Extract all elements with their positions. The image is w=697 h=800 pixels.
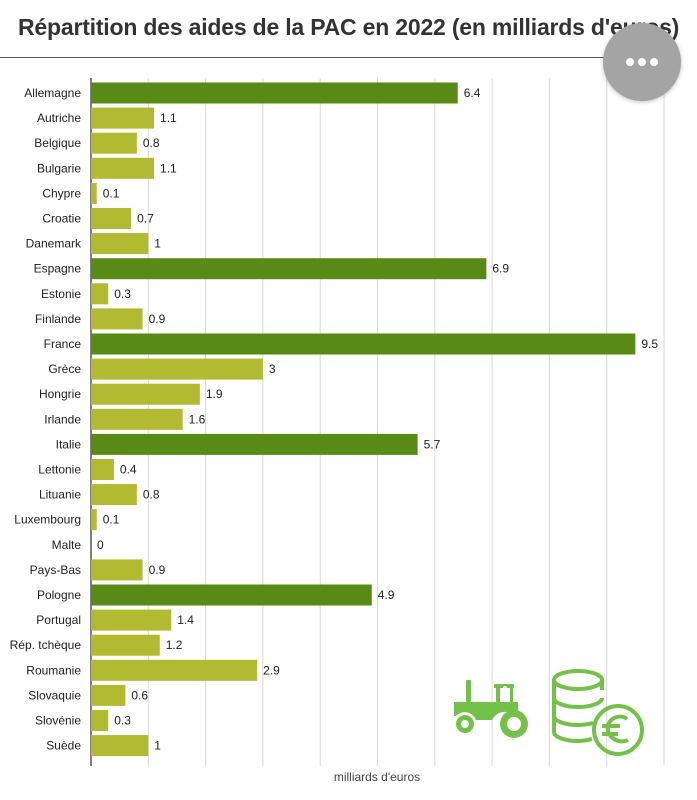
- chart-title: Répartition des aides de la PAC en 2022 …: [18, 14, 680, 40]
- value-label: 1.1: [160, 161, 177, 175]
- category-label: Bulgarie: [37, 161, 81, 175]
- value-label: 1: [154, 237, 161, 251]
- category-label: Pologne: [37, 588, 81, 602]
- value-label: 0.1: [103, 186, 120, 200]
- bar[interactable]: [91, 258, 487, 280]
- value-label: 5.7: [424, 437, 441, 451]
- category-label: Portugal: [36, 613, 81, 627]
- value-label: 6.4: [464, 86, 481, 100]
- bar[interactable]: [91, 735, 149, 757]
- value-label: 0.8: [143, 136, 160, 150]
- bar[interactable]: [91, 684, 126, 706]
- x-axis-title: milliards d'euros: [334, 770, 420, 784]
- category-label: Irlande: [44, 412, 81, 426]
- value-label: 4.9: [378, 588, 395, 602]
- value-label: 1: [154, 739, 161, 753]
- category-label: Estonie: [41, 287, 81, 301]
- bar[interactable]: [91, 484, 137, 506]
- category-label: Lettonie: [38, 463, 81, 477]
- category-label: Grèce: [48, 362, 81, 376]
- category-label: Roumanie: [26, 663, 81, 677]
- bar[interactable]: [91, 208, 132, 229]
- more-options-icon: [626, 58, 658, 66]
- bar[interactable]: [91, 233, 149, 255]
- value-label: 0.1: [103, 513, 120, 527]
- bar[interactable]: [91, 333, 636, 355]
- category-label: Luxembourg: [14, 513, 81, 527]
- bar[interactable]: [91, 459, 114, 480]
- category-label: Belgique: [34, 136, 81, 150]
- bar[interactable]: [91, 659, 258, 681]
- bar[interactable]: [91, 408, 183, 430]
- tractor-icon: [454, 680, 528, 738]
- category-label: Allemagne: [24, 86, 81, 100]
- value-label: 0.9: [149, 563, 166, 577]
- bar[interactable]: [91, 283, 109, 305]
- category-label: France: [44, 337, 82, 351]
- value-label: 3: [269, 362, 276, 376]
- bar[interactable]: [91, 509, 97, 531]
- category-label: Chypre: [42, 186, 81, 200]
- bar[interactable]: [91, 383, 200, 405]
- bar[interactable]: [91, 559, 143, 581]
- bar[interactable]: [91, 358, 263, 380]
- value-label: 0.4: [120, 463, 137, 477]
- title-divider: [0, 57, 658, 58]
- category-label: Hongrie: [39, 387, 81, 401]
- value-label: 1.1: [160, 111, 177, 125]
- value-label: 0.3: [114, 287, 131, 301]
- value-label: 1.9: [206, 387, 223, 401]
- value-label: 1.4: [177, 613, 194, 627]
- category-label: Slovénie: [35, 714, 81, 728]
- labels: Allemagne 6.4 Autriche 1.1 Belgique 0.8 Bulgar…: [10, 86, 659, 753]
- value-label: 1.6: [189, 412, 206, 426]
- value-label: 9.5: [641, 337, 658, 351]
- category-label: Suède: [46, 739, 81, 753]
- category-label: Malte: [52, 538, 82, 552]
- bar[interactable]: [91, 584, 372, 606]
- value-label: 0.9: [149, 312, 166, 326]
- category-label: Italie: [56, 437, 82, 451]
- value-label: 1.2: [166, 638, 183, 652]
- more-options-button[interactable]: [603, 23, 681, 101]
- value-label: 0: [97, 538, 104, 552]
- category-label: Croatie: [42, 212, 81, 226]
- value-label: 0.6: [131, 688, 148, 702]
- value-label: 6.9: [492, 262, 509, 276]
- bar[interactable]: [91, 182, 97, 204]
- euro-coins-icon: [552, 669, 644, 756]
- bar[interactable]: [91, 710, 109, 731]
- value-label: 0.8: [143, 488, 160, 502]
- value-label: 2.9: [263, 663, 280, 677]
- bar[interactable]: [91, 107, 155, 129]
- category-label: Autriche: [37, 111, 81, 125]
- bars: [91, 82, 636, 757]
- category-label: Lituanie: [39, 488, 81, 502]
- bar[interactable]: [91, 157, 155, 179]
- category-label: Espagne: [34, 262, 82, 276]
- value-label: 0.3: [114, 714, 131, 728]
- value-label: 0.7: [137, 212, 154, 226]
- category-label: Pays-Bas: [30, 563, 81, 577]
- category-label: Danemark: [26, 237, 82, 251]
- bar[interactable]: [91, 308, 143, 330]
- bar[interactable]: [91, 82, 458, 104]
- bar[interactable]: [91, 609, 172, 631]
- category-label: Slovaquie: [28, 688, 81, 702]
- bar[interactable]: [91, 433, 418, 455]
- category-label: Finlande: [35, 312, 81, 326]
- bar[interactable]: [91, 132, 137, 154]
- category-label: Rép. tchèque: [10, 638, 82, 652]
- bar[interactable]: [91, 634, 160, 656]
